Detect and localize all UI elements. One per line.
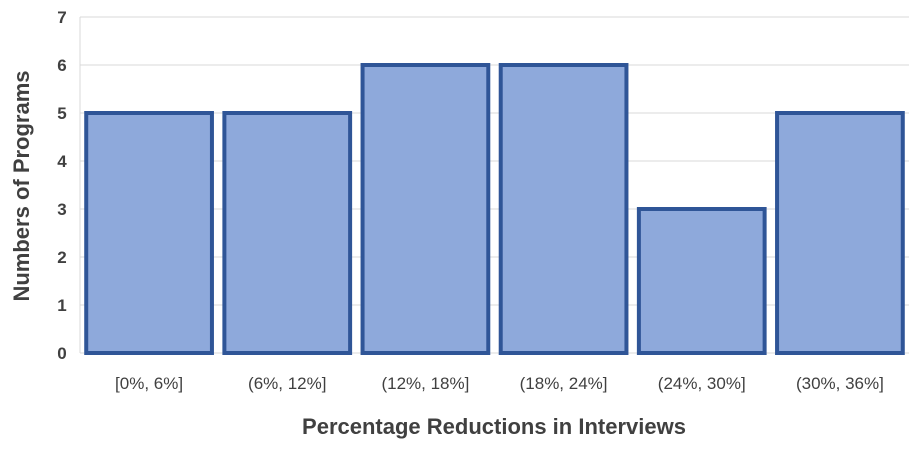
bar [222, 111, 353, 355]
bar [498, 63, 629, 355]
x-category-label: (30%, 36%] [796, 374, 884, 393]
bar [775, 111, 905, 355]
y-tick-labels: 0 1 2 3 4 5 6 7 [57, 8, 67, 363]
x-category-label: [0%, 6%] [115, 374, 183, 393]
x-category-label: (18%, 24%] [520, 374, 608, 393]
y-tick-label: 0 [57, 344, 66, 363]
x-category-label: (6%, 12%] [248, 374, 326, 393]
x-category-labels: [0%, 6%] (6%, 12%] (12%, 18%] (18%, 24%] (24… [115, 374, 884, 393]
x-axis-title: Percentage Reductions in Interviews [302, 414, 686, 439]
gridlines [79, 16, 909, 354]
y-tick-label: 3 [57, 200, 66, 219]
y-axis-title: Numbers of Programs [9, 70, 34, 301]
y-tick-label: 1 [57, 296, 66, 315]
bar [84, 111, 214, 355]
bar [360, 63, 491, 355]
bars [84, 63, 905, 355]
y-tick-label: 6 [57, 56, 66, 75]
x-category-label: (12%, 18%] [381, 374, 469, 393]
y-tick-label: 4 [57, 152, 67, 171]
y-tick-label: 7 [57, 8, 66, 27]
y-tick-label: 5 [57, 104, 66, 123]
y-tick-label: 2 [57, 248, 66, 267]
x-category-label: (24%, 30%] [658, 374, 746, 393]
bar [636, 207, 767, 355]
